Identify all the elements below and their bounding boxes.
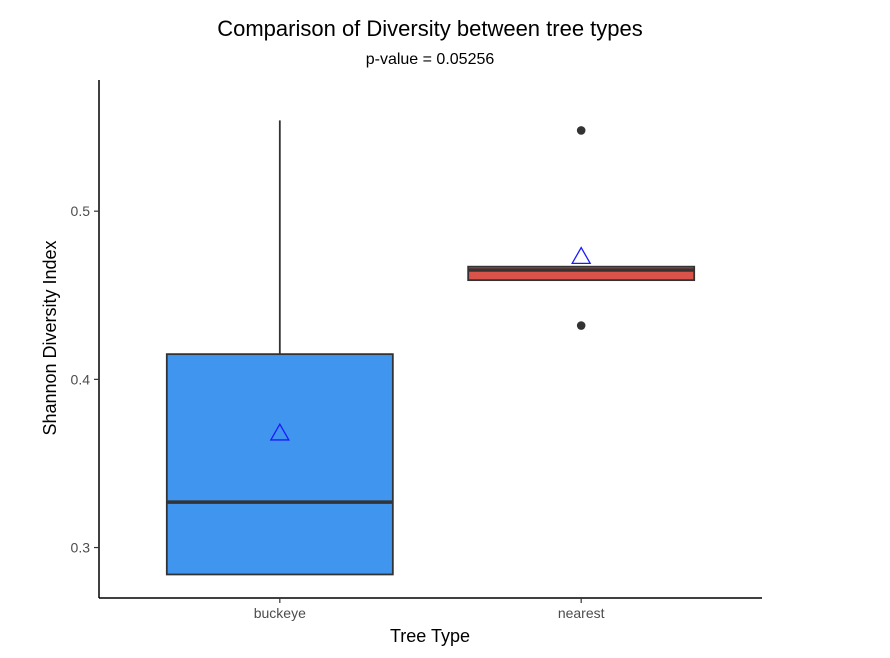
y-tick-label: 0.5 (71, 203, 91, 219)
x-tick-label: buckeye (254, 605, 306, 621)
outlier-point (576, 321, 586, 330)
outlier-point (576, 126, 586, 135)
x-axis-ticks: buckeye nearest (254, 598, 605, 621)
plot-area (165, 120, 696, 576)
x-axis-title: Tree Type (390, 626, 470, 646)
y-tick-label: 0.3 (71, 540, 91, 556)
box-body (165, 353, 394, 576)
y-axis-title: Shannon Diversity Index (40, 240, 60, 435)
box-nearest (467, 126, 696, 330)
y-axis-ticks: 0.3 0.4 0.5 (71, 203, 99, 556)
chart-subtitle: p-value = 0.05256 (366, 51, 495, 68)
x-tick-label: nearest (558, 605, 605, 621)
y-tick-label: 0.4 (71, 371, 91, 387)
chart-title: Comparison of Diversity between tree typ… (217, 16, 643, 41)
mean-marker (269, 422, 290, 441)
mean-marker (571, 246, 592, 264)
box-buckeye (165, 120, 394, 576)
